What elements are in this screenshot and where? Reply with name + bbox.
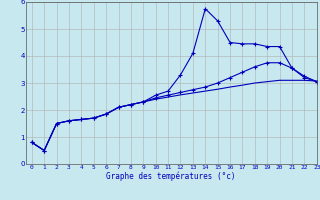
X-axis label: Graphe des températures (°c): Graphe des températures (°c)	[107, 171, 236, 181]
